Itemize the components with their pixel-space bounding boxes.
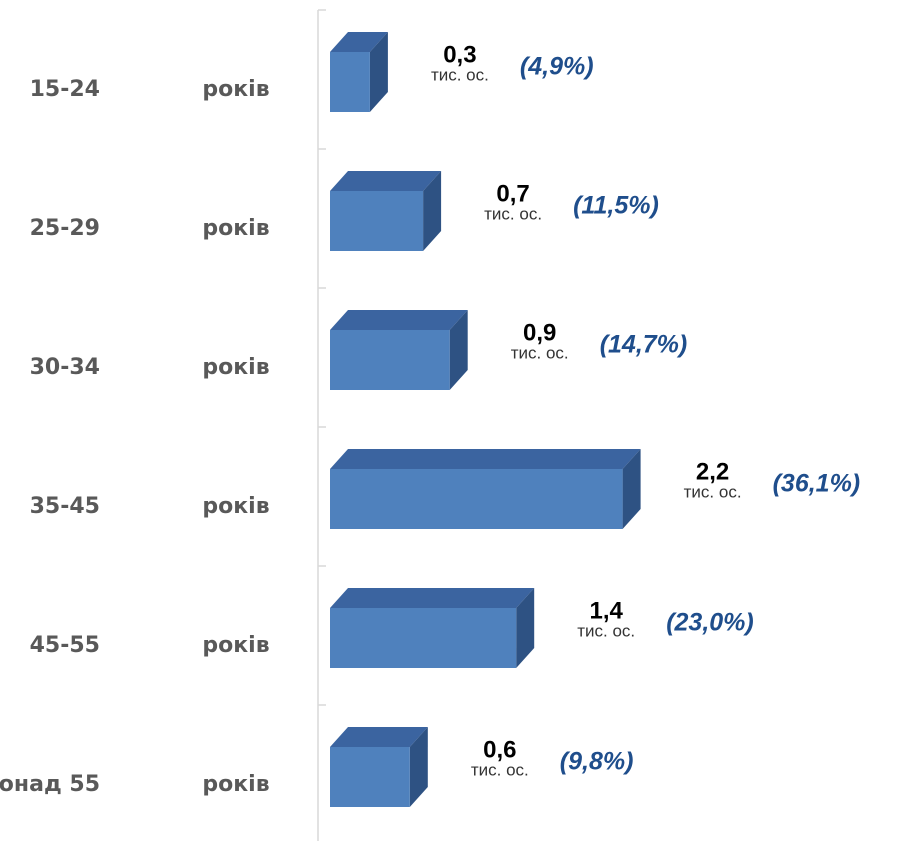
value-label: 0,9 xyxy=(523,319,556,346)
bar xyxy=(330,727,428,807)
category-suffix: років xyxy=(202,633,269,658)
bar-front xyxy=(330,608,517,668)
value-label: 2,2 xyxy=(696,458,729,485)
value-unit: тис. ос. xyxy=(684,482,742,501)
category-label: 35-45 xyxy=(30,494,100,519)
bar-top xyxy=(330,171,442,191)
bar-side xyxy=(369,32,388,112)
value-label: 0,3 xyxy=(443,41,476,68)
bar-side xyxy=(409,727,428,807)
share-label: (11,5%) xyxy=(573,192,659,220)
category-label: 15-24 xyxy=(30,77,100,102)
value-unit: тис. ос. xyxy=(484,204,542,223)
bar-top xyxy=(330,310,468,330)
value-unit: тис. ос. xyxy=(511,343,569,362)
value-unit: тис. ос. xyxy=(471,760,529,779)
bar xyxy=(330,449,641,529)
category-label: понад 55 xyxy=(0,772,100,797)
bar-front xyxy=(330,330,450,390)
bar-side xyxy=(622,449,641,529)
value-label: 0,7 xyxy=(496,180,529,207)
category-label: 45-55 xyxy=(30,633,100,658)
bar-top xyxy=(330,32,388,52)
share-label: (14,7%) xyxy=(600,331,688,359)
bar xyxy=(330,171,442,251)
value-unit: тис. ос. xyxy=(577,621,635,640)
share-label: (36,1%) xyxy=(773,470,861,498)
bar xyxy=(330,310,468,390)
value-label: 0,6 xyxy=(483,736,516,763)
category-suffix: років xyxy=(202,216,269,241)
bar-side xyxy=(516,588,535,668)
bar xyxy=(330,588,535,668)
bar-side xyxy=(423,171,442,251)
category-suffix: років xyxy=(202,355,269,380)
bar-front xyxy=(330,469,623,529)
category-suffix: років xyxy=(202,494,269,519)
bar xyxy=(330,32,388,112)
category-label: 30-34 xyxy=(30,355,100,380)
bar-front xyxy=(330,191,424,251)
bar-front xyxy=(330,52,370,112)
share-label: (4,9%) xyxy=(520,53,594,81)
category-suffix: років xyxy=(202,772,269,797)
bar-side xyxy=(449,310,468,390)
share-label: (9,8%) xyxy=(560,748,634,776)
value-unit: тис. ос. xyxy=(431,65,489,84)
category-suffix: років xyxy=(202,77,269,102)
value-label: 1,4 xyxy=(590,597,624,624)
bar-top xyxy=(330,727,428,747)
bar-top xyxy=(330,588,535,608)
category-label: 25-29 xyxy=(30,216,100,241)
bar-front xyxy=(330,747,410,807)
bar-top xyxy=(330,449,641,469)
share-label: (23,0%) xyxy=(666,609,754,637)
